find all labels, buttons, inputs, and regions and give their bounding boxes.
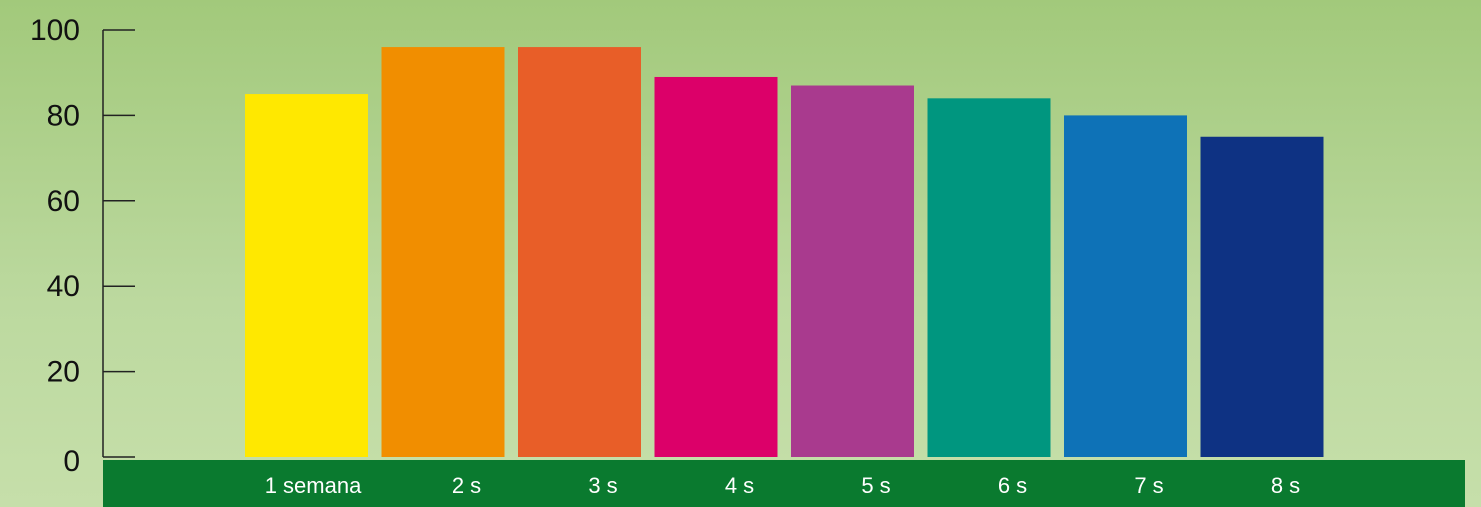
x-tick-label: 5 s bbox=[861, 473, 890, 498]
bars bbox=[245, 47, 1324, 458]
bar bbox=[654, 76, 778, 457]
x-tick-label: 1 semana bbox=[265, 473, 362, 498]
x-axis-band bbox=[103, 460, 1465, 507]
y-tick-label: 40 bbox=[47, 270, 80, 303]
bar bbox=[791, 85, 914, 457]
y-tick-label: 80 bbox=[47, 99, 80, 132]
y-tick-label: 20 bbox=[47, 356, 80, 389]
bar bbox=[1200, 136, 1324, 457]
y-axis: 0 20 40 60 80 100 bbox=[30, 14, 135, 478]
x-axis-labels: 1 semana 2 s 3 s 4 s 5 s 6 s 7 s 8 s bbox=[265, 473, 1300, 498]
y-tick-label: 60 bbox=[47, 185, 80, 218]
x-tick-label: 3 s bbox=[588, 473, 617, 498]
bar bbox=[927, 98, 1051, 457]
bar bbox=[245, 94, 368, 458]
y-tick-label: 0 bbox=[63, 445, 80, 478]
bar bbox=[381, 47, 505, 457]
bar bbox=[518, 47, 641, 457]
x-tick-label: 2 s bbox=[452, 473, 481, 498]
x-tick-label: 6 s bbox=[998, 473, 1027, 498]
y-tick-label: 100 bbox=[30, 14, 80, 47]
x-tick-label: 4 s bbox=[725, 473, 754, 498]
x-tick-label: 8 s bbox=[1271, 473, 1300, 498]
x-tick-label: 7 s bbox=[1134, 473, 1163, 498]
bar bbox=[1064, 115, 1187, 458]
